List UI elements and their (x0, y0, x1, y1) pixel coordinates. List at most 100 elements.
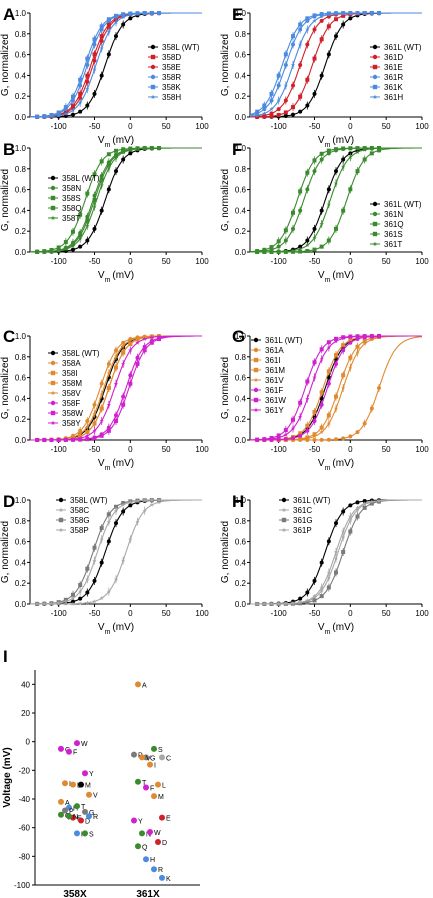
scatter-point (159, 814, 165, 821)
data-point (135, 146, 140, 151)
data-point (78, 601, 83, 606)
y-tick-label: 0.4 (15, 71, 27, 80)
data-point (114, 13, 118, 18)
data-point (333, 11, 339, 16)
data-point (149, 502, 154, 507)
scatter-point (143, 784, 149, 791)
x-axis-label-unit: (mV) (332, 270, 354, 281)
data-point (283, 113, 288, 118)
data-point (149, 335, 154, 340)
y-tick-label: 1.0 (235, 9, 247, 18)
data-point (85, 430, 90, 435)
data-point (369, 337, 374, 342)
data-point (341, 146, 346, 151)
data-point (255, 109, 260, 114)
y-tick-label: 0.6 (235, 374, 247, 383)
point-label: A (65, 800, 70, 807)
data-point (362, 341, 367, 346)
panel-letter-e: E (232, 5, 243, 24)
data-point (56, 110, 61, 115)
x-axis-label-v: V (98, 458, 105, 469)
y-tick-label: 0.8 (235, 517, 247, 526)
legend-entry: 358F (62, 399, 80, 408)
data-point (63, 599, 68, 604)
data-point (283, 437, 288, 442)
data-point (276, 601, 281, 606)
x-axis-label-unit: (mV) (332, 622, 354, 633)
x-axis-label-sub: m (105, 277, 111, 284)
y-tick-label: 0.6 (235, 538, 247, 547)
data-point (341, 11, 346, 16)
legend-entry: 358T (62, 214, 80, 223)
category-label: 358X (63, 889, 87, 898)
y-tick-label: 0.8 (235, 165, 247, 174)
x-axis-label-v: V (318, 135, 325, 146)
data-point (78, 109, 83, 114)
legend-entry: 358L (WT) (62, 349, 100, 358)
data-point (355, 146, 360, 151)
data-point (369, 499, 374, 504)
x-tick-label: 0 (128, 609, 133, 618)
data-point (291, 436, 295, 441)
scatter-point (155, 839, 161, 845)
y-tick-label: 0.4 (15, 394, 27, 403)
y-tick-label: 20 (21, 709, 30, 718)
curve-358g (30, 499, 202, 605)
legend-entry: 361M (265, 366, 285, 375)
point-label: I (69, 781, 71, 788)
y-axis-label: G, normalized (0, 357, 11, 419)
legend-marker (253, 397, 259, 403)
data-point (298, 249, 303, 254)
data-point (291, 249, 295, 254)
point-label: A (142, 682, 147, 689)
y-tick-label: -20 (18, 766, 30, 775)
y-tick-label: 0.2 (235, 92, 247, 101)
point-label: P (69, 808, 74, 815)
legend-entry: 361R (384, 73, 403, 82)
x-tick-label: -100 (271, 445, 288, 454)
data-point (319, 244, 324, 249)
x-tick-label: -100 (271, 609, 288, 618)
data-point (56, 437, 61, 442)
x-axis-label-sub: m (325, 465, 331, 472)
data-point (334, 147, 338, 152)
x-tick-label: 100 (195, 445, 209, 454)
data-point (106, 152, 111, 157)
data-point (56, 248, 61, 253)
data-point (362, 499, 367, 504)
x-tick-label: -100 (51, 609, 68, 618)
point-label: N (73, 814, 78, 821)
data-point (128, 147, 133, 152)
legend-marker (50, 420, 56, 425)
data-point (269, 106, 274, 111)
legend-marker (372, 44, 378, 50)
y-axis-label: G, normalized (220, 169, 231, 231)
data-point (106, 17, 111, 22)
data-point (121, 502, 126, 507)
data-point (99, 595, 104, 601)
legend-entry: 358K (162, 83, 181, 92)
panel-letter-i: I (3, 647, 8, 666)
y-tick-label: 0.6 (15, 538, 27, 547)
data-point (63, 246, 68, 251)
data-point (369, 10, 374, 15)
data-point (298, 431, 303, 436)
legend-marker (372, 211, 378, 217)
x-axis-label: Vm (mV) (318, 622, 354, 636)
x-axis-label-v: V (98, 270, 105, 281)
data-point (341, 336, 346, 341)
x-tick-label: -100 (51, 122, 68, 131)
y-tick-label: 0.8 (15, 353, 27, 362)
scatter-point (58, 798, 64, 805)
data-point (121, 147, 126, 152)
data-point (276, 435, 281, 440)
point-label: G (89, 810, 94, 817)
data-point (319, 18, 324, 23)
y-tick-label: 0.4 (235, 206, 247, 215)
data-point (262, 249, 267, 254)
data-point (312, 434, 317, 439)
legend-marker (281, 507, 287, 512)
x-tick-label: 50 (162, 257, 171, 266)
scatter-point (131, 751, 137, 758)
legend-marker (58, 517, 64, 523)
